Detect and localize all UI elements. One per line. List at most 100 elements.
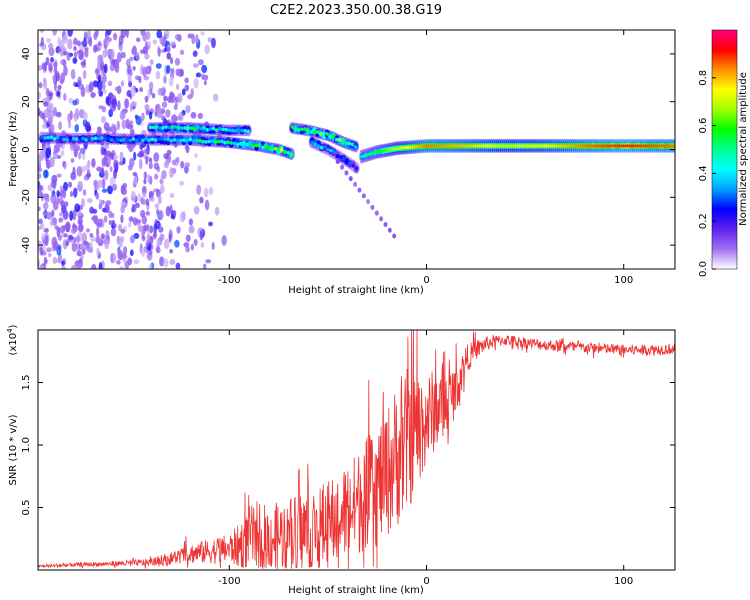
- snr-panel: -100 0 100 0.5 1.0 1.5 Height of straight li…: [6, 324, 676, 596]
- spectrogram-cell-core: [431, 144, 434, 148]
- spectrogram-cell-core: [232, 141, 237, 146]
- spectrogram-cell-core: [567, 144, 570, 148]
- spectrogram-cell-core: [453, 144, 456, 148]
- spectrogram-cell-core: [514, 144, 517, 148]
- spectrogram-cell-core: [445, 144, 448, 148]
- spectrogram-noise-cell: [136, 219, 142, 224]
- spectrogram-cell-core: [52, 136, 57, 141]
- spectrogram-cell-core: [158, 126, 162, 130]
- spectrogram-noise-cell: [38, 91, 42, 100]
- spectrogram-noise-cell: [139, 87, 143, 93]
- spectrogram-noise-cell: [144, 95, 149, 103]
- figure-title: C2E2.2023.350.00.38.G19: [270, 3, 442, 18]
- spectrogram-noise-cell: [192, 50, 198, 57]
- spectrogram-cell-core: [366, 153, 369, 157]
- spectrogram-cell-core: [173, 124, 178, 129]
- spectrogram-cell-core: [182, 138, 186, 142]
- snr-y-axis-label: SNR (10 * v/v): [8, 414, 19, 485]
- spectrogram-noise-cell: [116, 260, 121, 265]
- spectrogram-noise-cell: [48, 92, 53, 101]
- spectrogram-noise-cell: [179, 49, 185, 55]
- spectrogram-cell-core: [331, 134, 336, 139]
- spectrogram-cell-core: [549, 144, 552, 148]
- spectrogram-cell-core: [207, 139, 211, 144]
- spectrogram-noise-cell: [194, 152, 198, 158]
- spectrogram-noise-cell: [67, 30, 73, 37]
- spectrogram-noise-cell: [203, 80, 207, 86]
- spectrogram-noise-cell: [190, 111, 197, 119]
- spectrogram-cell-core: [449, 144, 452, 148]
- spectrogram-noise-cell: [100, 70, 104, 79]
- spectrogram-cell-core: [376, 150, 379, 154]
- spectrogram-noise-cell: [171, 114, 178, 124]
- spectrogram-noise-cell: [159, 233, 165, 241]
- spectrogram-cell-core: [662, 144, 665, 148]
- spectrogram-cell-core: [537, 144, 541, 148]
- spectrogram-cell-core: [62, 137, 66, 142]
- spectrogram-noise-cell: [207, 37, 212, 43]
- spectrogram-cell-core: [403, 146, 406, 150]
- spectrogram-noise-cell: [121, 119, 127, 130]
- spectrogram-cell-core: [154, 125, 159, 130]
- spectrogram-noise-cell: [127, 221, 132, 228]
- spectrogram-noise-cell: [113, 154, 119, 161]
- spectrogram-noise-cell: [174, 33, 181, 41]
- spectrogram-cell-core: [293, 127, 298, 132]
- spectrogram-noise-cell: [184, 77, 189, 84]
- spectrogram-noise-cell: [161, 101, 168, 108]
- spectrogram-cell-core: [476, 144, 479, 148]
- snr-y-tick-label: 0.5: [21, 500, 32, 516]
- spectrogram-cell-core: [237, 128, 241, 133]
- spectrogram-cell-core: [496, 144, 499, 148]
- spectrogram-noise-cell: [45, 147, 52, 159]
- spectrogram-noise-cell: [379, 216, 384, 222]
- spectrogram-noise-cell: [96, 226, 100, 238]
- spectrogram-cell-core: [640, 144, 643, 148]
- spectrogram-noise-cell: [148, 190, 155, 197]
- spectrogram-noise-cell: [127, 64, 132, 75]
- spectrogram-noise-cell: [211, 37, 216, 49]
- spectrogram-cell-core: [598, 144, 602, 148]
- spectrogram-x-ticks: -100 0 100: [218, 30, 633, 286]
- spectrogram-noise-cell: [170, 93, 176, 104]
- spectrogram-noise-cell: [142, 66, 147, 78]
- spectrogram-cell-core: [96, 136, 101, 141]
- spectrogram-cell-core: [220, 139, 224, 144]
- spectrogram-noise-cell: [111, 126, 116, 135]
- spectrogram-noise-cell: [86, 30, 91, 40]
- spectrogram-cell-core: [433, 144, 436, 148]
- spectrogram-noise-cell: [71, 265, 75, 269]
- spectrogram-y-ticks: -40 -20 0 20 40: [21, 48, 675, 253]
- spectrogram-noise-cell: [38, 218, 44, 225]
- spectrogram-noise-cell: [91, 263, 97, 269]
- spectrogram-cell-core: [664, 144, 667, 148]
- spectrogram-cell-core: [348, 161, 352, 166]
- spectrogram-cell-core: [480, 144, 483, 148]
- spectrogram-noise-cell: [38, 264, 45, 269]
- spectrogram-cell-core: [49, 135, 54, 140]
- spectrogram-noise-cell: [64, 201, 69, 207]
- spectrogram-noise-cell: [163, 47, 167, 53]
- spectrogram-noise-cell: [173, 210, 177, 217]
- spectrogram-cell-core: [634, 144, 637, 148]
- spectrogram-noise-cell: [145, 211, 151, 216]
- spectrogram-noise-cell: [93, 31, 98, 41]
- spectrogram-cell-core: [614, 144, 617, 148]
- spectrogram-cell-core: [150, 137, 155, 142]
- spectrogram-y-tick-label: 40: [21, 48, 32, 61]
- spectrogram-noise-cell: [141, 247, 146, 258]
- spectrogram-noise-cell: [98, 262, 103, 269]
- spectrogram-cell-core: [368, 152, 371, 156]
- spectrogram-noise-cell: [86, 198, 93, 203]
- spectrogram-cell-core: [329, 148, 333, 153]
- spectrogram-cell-core: [618, 144, 621, 148]
- spectrogram-noise-cell: [100, 145, 105, 156]
- spectrogram-noise-cell: [103, 215, 108, 223]
- spectrogram-cell-core: [224, 127, 228, 132]
- spectrogram-cell-core: [122, 137, 126, 142]
- spectrogram-noise-cell: [56, 154, 62, 159]
- spectrogram-noise-cell: [70, 227, 77, 234]
- spectrogram-y-tick-label: -20: [21, 189, 32, 205]
- spectrogram-noise-cell: [81, 232, 88, 244]
- spectrogram-noise-cell: [129, 234, 136, 244]
